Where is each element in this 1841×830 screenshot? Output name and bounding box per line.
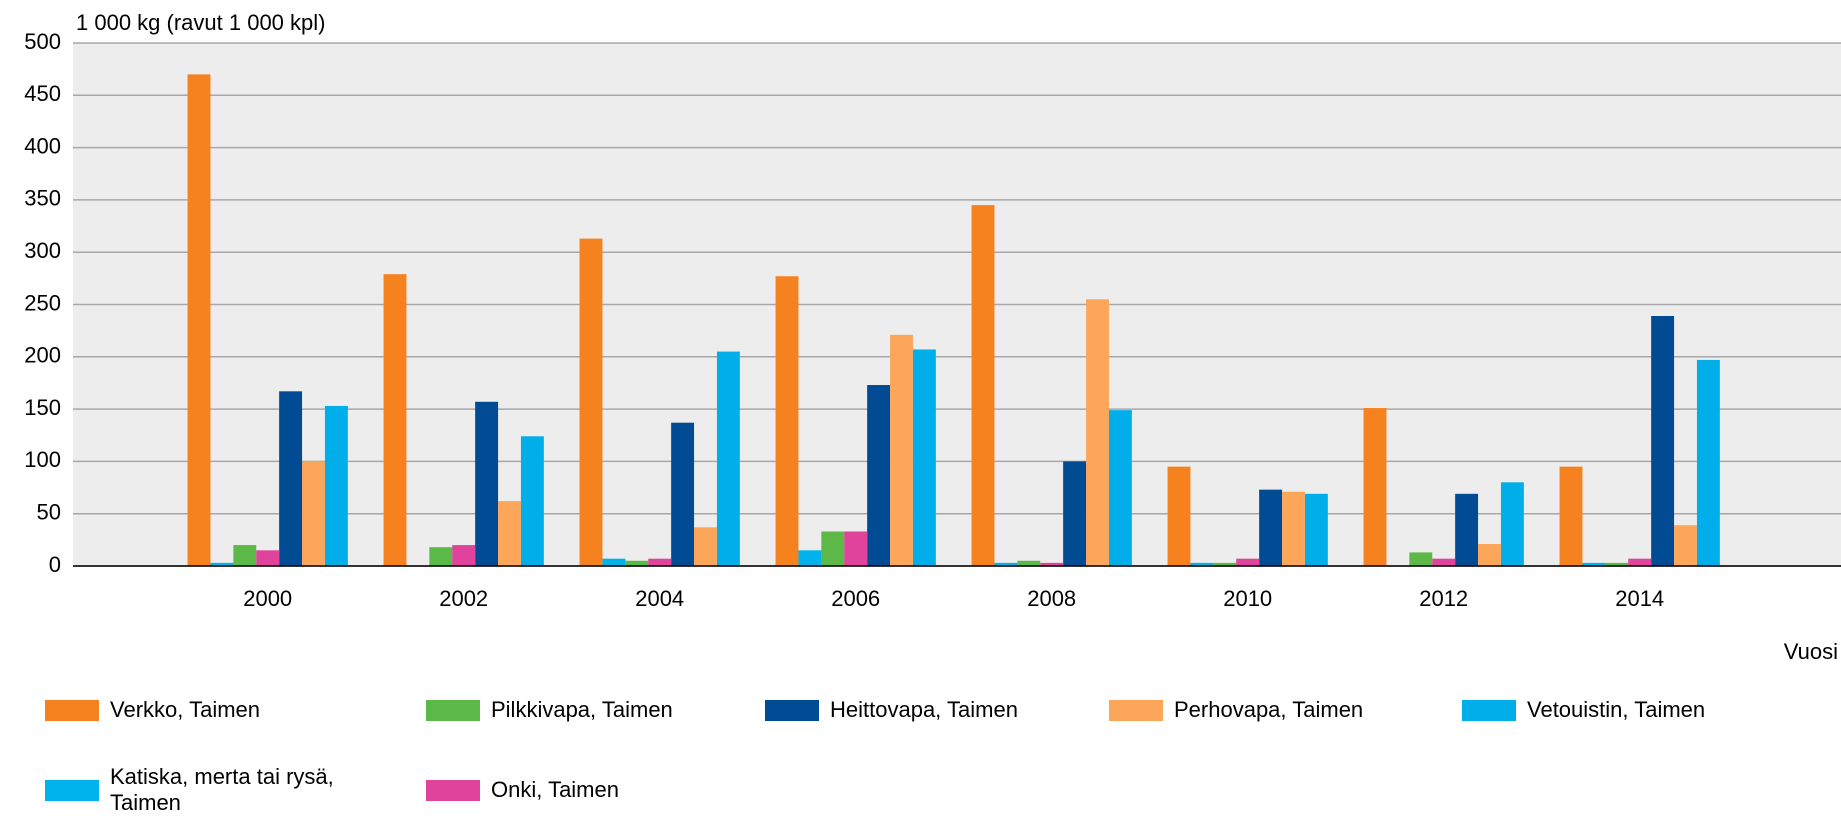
bar: [648, 558, 672, 566]
bar: [452, 545, 476, 566]
bar: [1582, 562, 1606, 566]
x-tick-label: 2010: [1223, 586, 1272, 611]
legend-swatch: [1109, 699, 1163, 721]
bar: [279, 391, 303, 566]
legend-swatch: [426, 699, 480, 721]
bar: [383, 274, 407, 566]
bar: [602, 558, 626, 566]
legend-label: Pilkkivapa, Taimen: [491, 697, 673, 722]
bar: [1696, 359, 1720, 566]
y-tick-label: 400: [24, 133, 61, 158]
x-tick-label: 2000: [243, 586, 292, 611]
bar: [798, 550, 822, 566]
legend-item: Onki, Taimen: [426, 764, 619, 816]
y-tick-label: 450: [24, 81, 61, 106]
x-tick-label: 2002: [439, 586, 488, 611]
bar: [844, 531, 868, 566]
bar: [498, 501, 521, 566]
y-axis-label: 1 000 kg (ravut 1 000 kpl): [76, 10, 325, 35]
bar: [1259, 489, 1283, 566]
bar: [1409, 552, 1433, 566]
x-axis-label: Vuosi: [1784, 639, 1838, 664]
bar: [1674, 525, 1697, 566]
bar: [1017, 560, 1041, 566]
bar: [1213, 562, 1237, 566]
legend-label: Vetouistin, Taimen: [1527, 697, 1706, 722]
bar: [233, 545, 257, 566]
legend-item: Katiska, merta tai rysä, Taimen: [45, 764, 400, 816]
y-tick-label: 50: [37, 500, 61, 525]
bar: [1500, 482, 1524, 566]
bar: [1559, 466, 1583, 566]
bar: [971, 205, 995, 566]
legend-label: Perhovapa, Taimen: [1174, 697, 1364, 722]
bar: [912, 349, 936, 566]
bar: [579, 238, 603, 567]
bar: [1628, 558, 1652, 566]
x-tick-label: 2014: [1615, 586, 1664, 611]
y-tick-label: 300: [24, 238, 61, 263]
bar: [1651, 316, 1675, 566]
bar: [1167, 466, 1191, 566]
bar: [1304, 493, 1328, 566]
bar: [1108, 410, 1132, 566]
legend-item: Vetouistin, Taimen: [1462, 684, 1705, 736]
y-tick-label: 250: [24, 290, 61, 315]
bar: [256, 550, 280, 566]
bar: [187, 74, 211, 566]
y-tick-label: 100: [24, 447, 61, 472]
bar: [890, 334, 913, 566]
legend-swatch: [45, 699, 99, 721]
bar: [210, 562, 234, 566]
bar: [671, 422, 695, 566]
bar: [821, 531, 845, 566]
y-tick-label: 150: [24, 395, 61, 420]
x-tick-label: 2004: [635, 586, 684, 611]
legend-label: Verkko, Taimen: [110, 697, 261, 722]
legend-item: Perhovapa, Taimen: [1109, 684, 1363, 736]
legend-item: Heittovapa, Taimen: [765, 684, 1018, 736]
bar: [1282, 491, 1305, 566]
legend-label: Onki, Taimen: [491, 777, 619, 802]
bar: [716, 351, 740, 566]
legend-label: Heittovapa, Taimen: [830, 697, 1018, 722]
bar: [775, 276, 799, 566]
bar: [1086, 299, 1109, 566]
x-tick-label: 2008: [1027, 586, 1076, 611]
y-tick-label: 500: [24, 29, 61, 54]
bar: [302, 461, 325, 566]
bar: [1363, 408, 1387, 566]
y-tick-label: 0: [49, 552, 61, 577]
legend-swatch: [765, 699, 819, 721]
y-tick-label: 350: [24, 186, 61, 211]
bar: [1455, 493, 1479, 566]
bar: [694, 527, 717, 566]
bar: [625, 560, 649, 566]
bar: [994, 562, 1018, 566]
y-tick-label: 200: [24, 343, 61, 368]
bar: [1605, 562, 1629, 566]
bar: [475, 401, 499, 566]
bar: [1478, 544, 1501, 566]
bar: [1190, 562, 1214, 566]
bar: [429, 547, 453, 566]
legend-swatch: [45, 779, 99, 801]
legend-swatch: [426, 779, 480, 801]
legend-item: Verkko, Taimen: [45, 684, 260, 736]
bar: [1236, 558, 1260, 566]
bar: [867, 385, 891, 566]
legend-item: Pilkkivapa, Taimen: [426, 684, 673, 736]
x-tick-label: 2006: [831, 586, 880, 611]
bar: [1040, 562, 1064, 566]
x-tick-label: 2012: [1419, 586, 1468, 611]
bar: [324, 405, 348, 566]
bar: [1432, 558, 1456, 566]
bar: [520, 436, 544, 566]
bar: [1063, 461, 1087, 566]
legend-swatch: [1462, 699, 1516, 721]
legend-label: Katiska, merta tai rysä, Taimen: [110, 764, 334, 815]
